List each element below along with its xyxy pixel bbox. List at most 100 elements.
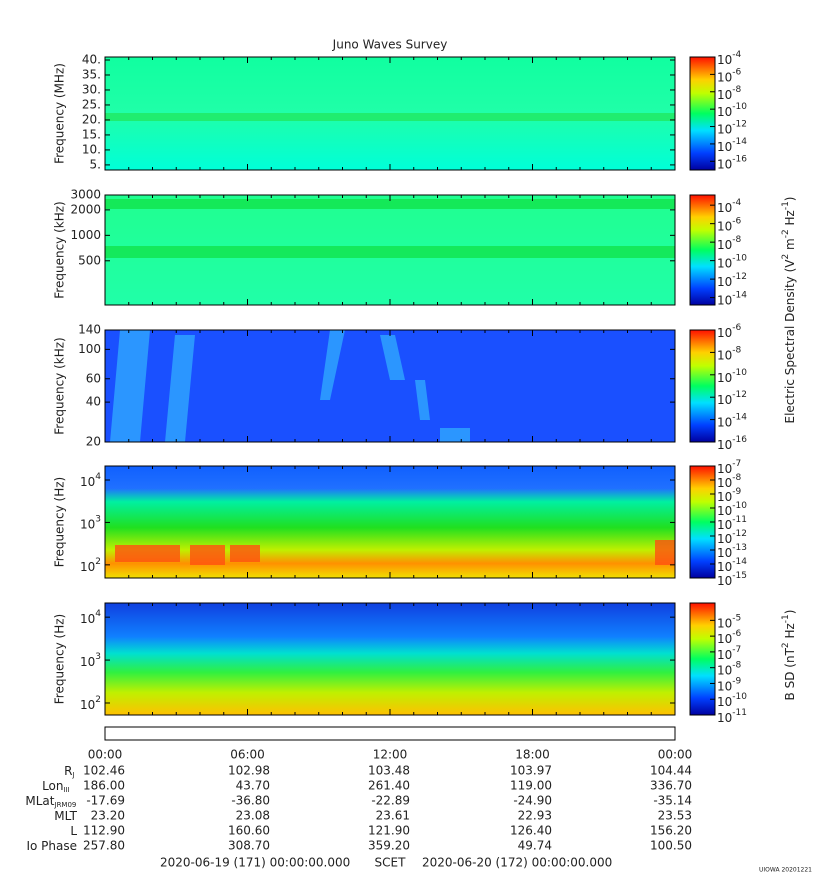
ephemeris-value: -35.14	[653, 794, 692, 808]
tick-base: 10	[717, 518, 732, 532]
y-tick-label: 1000	[70, 228, 101, 242]
ephemeris-label: MLT	[54, 809, 77, 823]
colorbar-tick-label: 10-6	[717, 216, 742, 233]
ephemeris-value: 112.90	[83, 824, 125, 838]
tick-exponent: -9	[732, 487, 741, 497]
colorbar-label: B SD (nT2 Hz-1)	[781, 610, 797, 701]
colorbar-tick-label: 10-14	[717, 412, 747, 429]
ephemeris-value: -22.89	[371, 794, 410, 808]
ephemeris-label: R	[64, 764, 72, 778]
y-tick-label: 103	[80, 652, 101, 669]
ephemeris-value: -24.90	[513, 794, 552, 808]
colorbar-tick-label: 10-12	[717, 390, 747, 407]
colorbar-tick-label: 10-9	[717, 676, 742, 693]
tick-exponent: -10	[732, 501, 747, 511]
ephemeris-value: 104.44	[650, 764, 692, 778]
tick-exponent: -6	[732, 323, 741, 333]
chart-title: Juno Waves Survey	[332, 38, 448, 52]
colorbar-tick-label: 10-7	[717, 459, 741, 476]
y-axis-label: Frequency (kHz)	[53, 201, 67, 298]
ephemeris-value: 119.00	[510, 779, 552, 793]
tick-base: 10	[717, 293, 732, 307]
label-part: L	[70, 824, 77, 838]
colorbar-tick-label: 10-16	[717, 154, 747, 171]
tick-exponent: -13	[732, 543, 747, 553]
emission-features	[110, 330, 470, 442]
y-tick-label: 60	[86, 371, 101, 385]
ephemeris-value: 22.93	[518, 809, 552, 823]
label-part: Hz	[783, 623, 797, 642]
ephemeris-value: 102.98	[228, 764, 270, 778]
y-tick-label: 103	[80, 514, 101, 531]
colorbar-tick-label: 10-12	[717, 529, 747, 546]
colorbar-tick-label: 10-8	[717, 84, 742, 101]
emission-band	[105, 246, 675, 258]
tick-base: 10	[717, 157, 732, 171]
y-tick-label: 40	[86, 395, 101, 409]
y-tick-label: 104	[80, 609, 101, 626]
tick-base: 10	[717, 370, 732, 384]
colorbar-tick-label: 10-4	[717, 198, 742, 215]
colorbar	[689, 194, 716, 306]
colorbar-tick-label: 10-14	[717, 290, 747, 307]
footer-scet: SCET	[375, 856, 407, 870]
tick-base: 10	[717, 560, 732, 574]
tick-base: 10	[717, 87, 732, 101]
colorbar-tick-label: 10-8	[717, 235, 742, 252]
colorbar	[689, 56, 716, 171]
ephemeris-value: 103.97	[510, 764, 552, 778]
tick-exponent: -12	[732, 529, 747, 539]
ephemeris-value: 308.70	[228, 839, 270, 853]
ephemeris-value: 23.53	[658, 809, 692, 823]
label-superscript: 2	[781, 642, 791, 648]
colorbar-tick-label: 10-12	[717, 272, 747, 289]
tick-base: 10	[717, 219, 732, 233]
y-tick-label: 15.	[82, 127, 101, 141]
tick-exponent: -8	[732, 84, 741, 94]
colorbar-tick-label: 10-8	[717, 660, 742, 677]
tick-exponent: -10	[732, 102, 747, 112]
ephemeris-value: 126.40	[510, 824, 552, 838]
ephemeris-sub: JRM09	[54, 801, 77, 809]
colorbar-tick-label: 10-10	[717, 367, 747, 384]
label-subscript: JRM09	[54, 801, 77, 809]
tick-exponent: -14	[732, 412, 747, 422]
y-tick-label: 3000	[70, 188, 101, 202]
time-label: 18:00	[515, 748, 550, 762]
label-superscript: -2	[781, 229, 791, 238]
y-tick-label: 102	[80, 556, 101, 573]
tick-base: 10	[717, 139, 732, 153]
tick-base: 10	[717, 438, 732, 452]
tick-base: 10	[717, 711, 732, 725]
tick-base: 10	[80, 517, 95, 531]
colorbar-tick-label: 10-10	[717, 692, 747, 709]
tick-base: 10	[80, 475, 95, 489]
tick-exponent: -10	[732, 253, 747, 263]
y-tick-label: 20	[86, 435, 101, 449]
ephemeris-label: L	[70, 824, 77, 838]
colorbar-tick-label: 10-5	[717, 613, 741, 630]
y-tick-label: 140	[78, 323, 101, 337]
colorbar-tick-label: 10-6	[717, 67, 742, 84]
label-part: Hz	[783, 210, 797, 229]
tick-exponent: 3	[95, 514, 101, 524]
ephemeris-sub: III	[64, 786, 70, 794]
tick-exponent: -6	[732, 629, 741, 639]
ephemeris-value: 359.20	[368, 839, 410, 853]
colorbar-tick-label: 10-11	[717, 708, 747, 725]
tick-exponent: 4	[95, 472, 101, 482]
tick-base: 10	[717, 70, 732, 84]
tick-exponent: 2	[95, 694, 101, 704]
tick-base: 10	[717, 238, 732, 252]
y-axis-label: Frequency (MHz)	[53, 63, 67, 164]
label-part: )	[783, 610, 797, 615]
y-tick-label: 40.	[82, 52, 101, 66]
tick-base: 10	[717, 275, 732, 289]
tick-exponent: -8	[732, 473, 741, 483]
tick-base: 10	[717, 348, 732, 362]
tick-base: 10	[80, 655, 95, 669]
tick-exponent: -14	[732, 290, 747, 300]
colorbar-tick-label: 10-8	[717, 473, 742, 490]
tick-exponent: -8	[732, 345, 741, 355]
